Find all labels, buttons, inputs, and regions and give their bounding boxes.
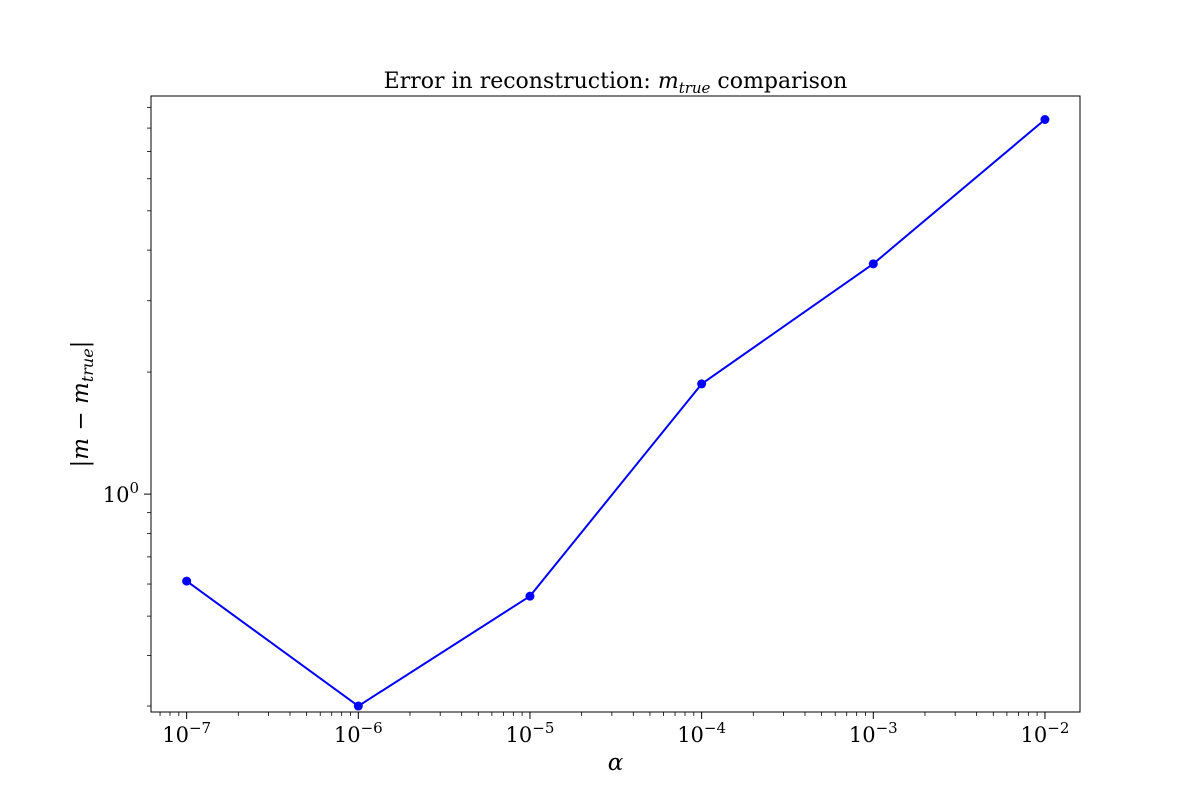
y-axis-label: |m − mtrue|: [68, 341, 97, 468]
y-axis-ticks: 100: [103, 106, 151, 707]
x-axis-label: α: [608, 750, 624, 776]
chart-title: Error in reconstruction: mtrue compariso…: [384, 69, 848, 97]
data-point: [525, 591, 535, 601]
y-tick-label: 100: [103, 479, 139, 507]
data-point: [697, 379, 707, 389]
x-tick-label: 10−6: [334, 719, 383, 747]
series-layer: [182, 115, 1050, 711]
x-tick-label: 10−3: [849, 719, 898, 747]
data-point: [1040, 115, 1050, 125]
x-tick-label: 10−4: [677, 719, 726, 747]
x-axis-ticks: 10−7 10−6 10−5 10−4 10−3 10−2: [159, 712, 1070, 747]
x-tick-label: 10−5: [506, 719, 555, 747]
plot-area: [150, 95, 1081, 713]
data-point: [182, 576, 192, 586]
x-tick-label: 10−2: [1021, 719, 1070, 747]
series-line: [186, 118, 1046, 708]
data-point: [353, 701, 363, 711]
data-point: [868, 259, 878, 269]
x-tick-label: 10−7: [162, 719, 211, 747]
